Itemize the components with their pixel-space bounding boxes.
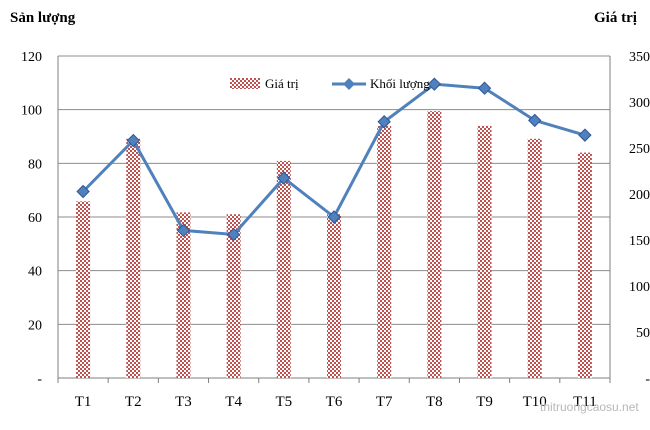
legend-marker-line (343, 78, 355, 90)
line-point (377, 115, 391, 129)
left-tick-label: 100 (21, 104, 42, 119)
bar (76, 201, 91, 378)
x-tick-label: T5 (275, 394, 292, 410)
tick-labels: - 20 40 60 80 100 120 - 50 100 150 200 250 300 350 T1 T2… (21, 50, 650, 410)
left-axis-title: Sản lượng (10, 10, 76, 26)
x-tick-label: T4 (225, 394, 242, 410)
bar (176, 212, 191, 378)
bar (327, 214, 341, 378)
line-point (277, 171, 291, 185)
x-tick-label: T10 (523, 394, 547, 410)
left-tick-label: 40 (28, 265, 42, 280)
line-point (176, 223, 191, 238)
x-tick-label: T11 (573, 394, 597, 410)
bar (126, 138, 141, 378)
right-tick-label: 350 (629, 50, 650, 65)
x-tick-label: T3 (175, 394, 192, 410)
right-tick-label: 200 (629, 188, 650, 203)
left-tick-label: 80 (28, 157, 42, 172)
bar (377, 125, 392, 378)
right-tick-label: - (645, 372, 650, 387)
bar (226, 214, 241, 378)
legend-label-line: Khối lượng (370, 76, 430, 91)
line-series (76, 77, 592, 242)
line-point (126, 133, 140, 148)
line-point (226, 227, 241, 242)
bar (427, 111, 442, 378)
x-tick-label: T2 (125, 394, 142, 410)
left-tick-label: 120 (21, 50, 42, 65)
left-tick-label: - (37, 372, 42, 387)
x-tick-label: T7 (376, 394, 393, 410)
x-tick-label: T8 (426, 394, 443, 410)
line-point (427, 77, 442, 91)
line-point (76, 184, 90, 199)
bar (276, 160, 291, 378)
legend: Giá trị Khối lượng (230, 76, 430, 91)
legend-swatch-bar (230, 78, 260, 89)
right-tick-label: 250 (629, 142, 650, 157)
bar (477, 125, 492, 378)
left-tick-label: 60 (28, 211, 42, 226)
right-axis-title: Giá trị (594, 10, 637, 26)
line-point (477, 81, 492, 95)
watermark: thitruongcaosu.net (540, 400, 639, 414)
legend-label-bar: Giá trị (265, 76, 299, 91)
line-point (327, 210, 341, 224)
right-tick-label: 100 (629, 280, 650, 295)
x-tick-label: T6 (326, 394, 343, 410)
line-point (578, 128, 592, 142)
right-tick-label: 150 (629, 234, 650, 249)
bar (577, 152, 592, 378)
bar-series (76, 111, 592, 378)
right-tick-label: 50 (636, 326, 650, 341)
x-tick-label: T1 (75, 394, 92, 410)
x-tick-label: T9 (476, 394, 493, 410)
right-tick-label: 300 (629, 96, 650, 111)
bar (527, 138, 542, 378)
line-point (528, 113, 542, 128)
left-tick-label: 20 (28, 318, 42, 333)
